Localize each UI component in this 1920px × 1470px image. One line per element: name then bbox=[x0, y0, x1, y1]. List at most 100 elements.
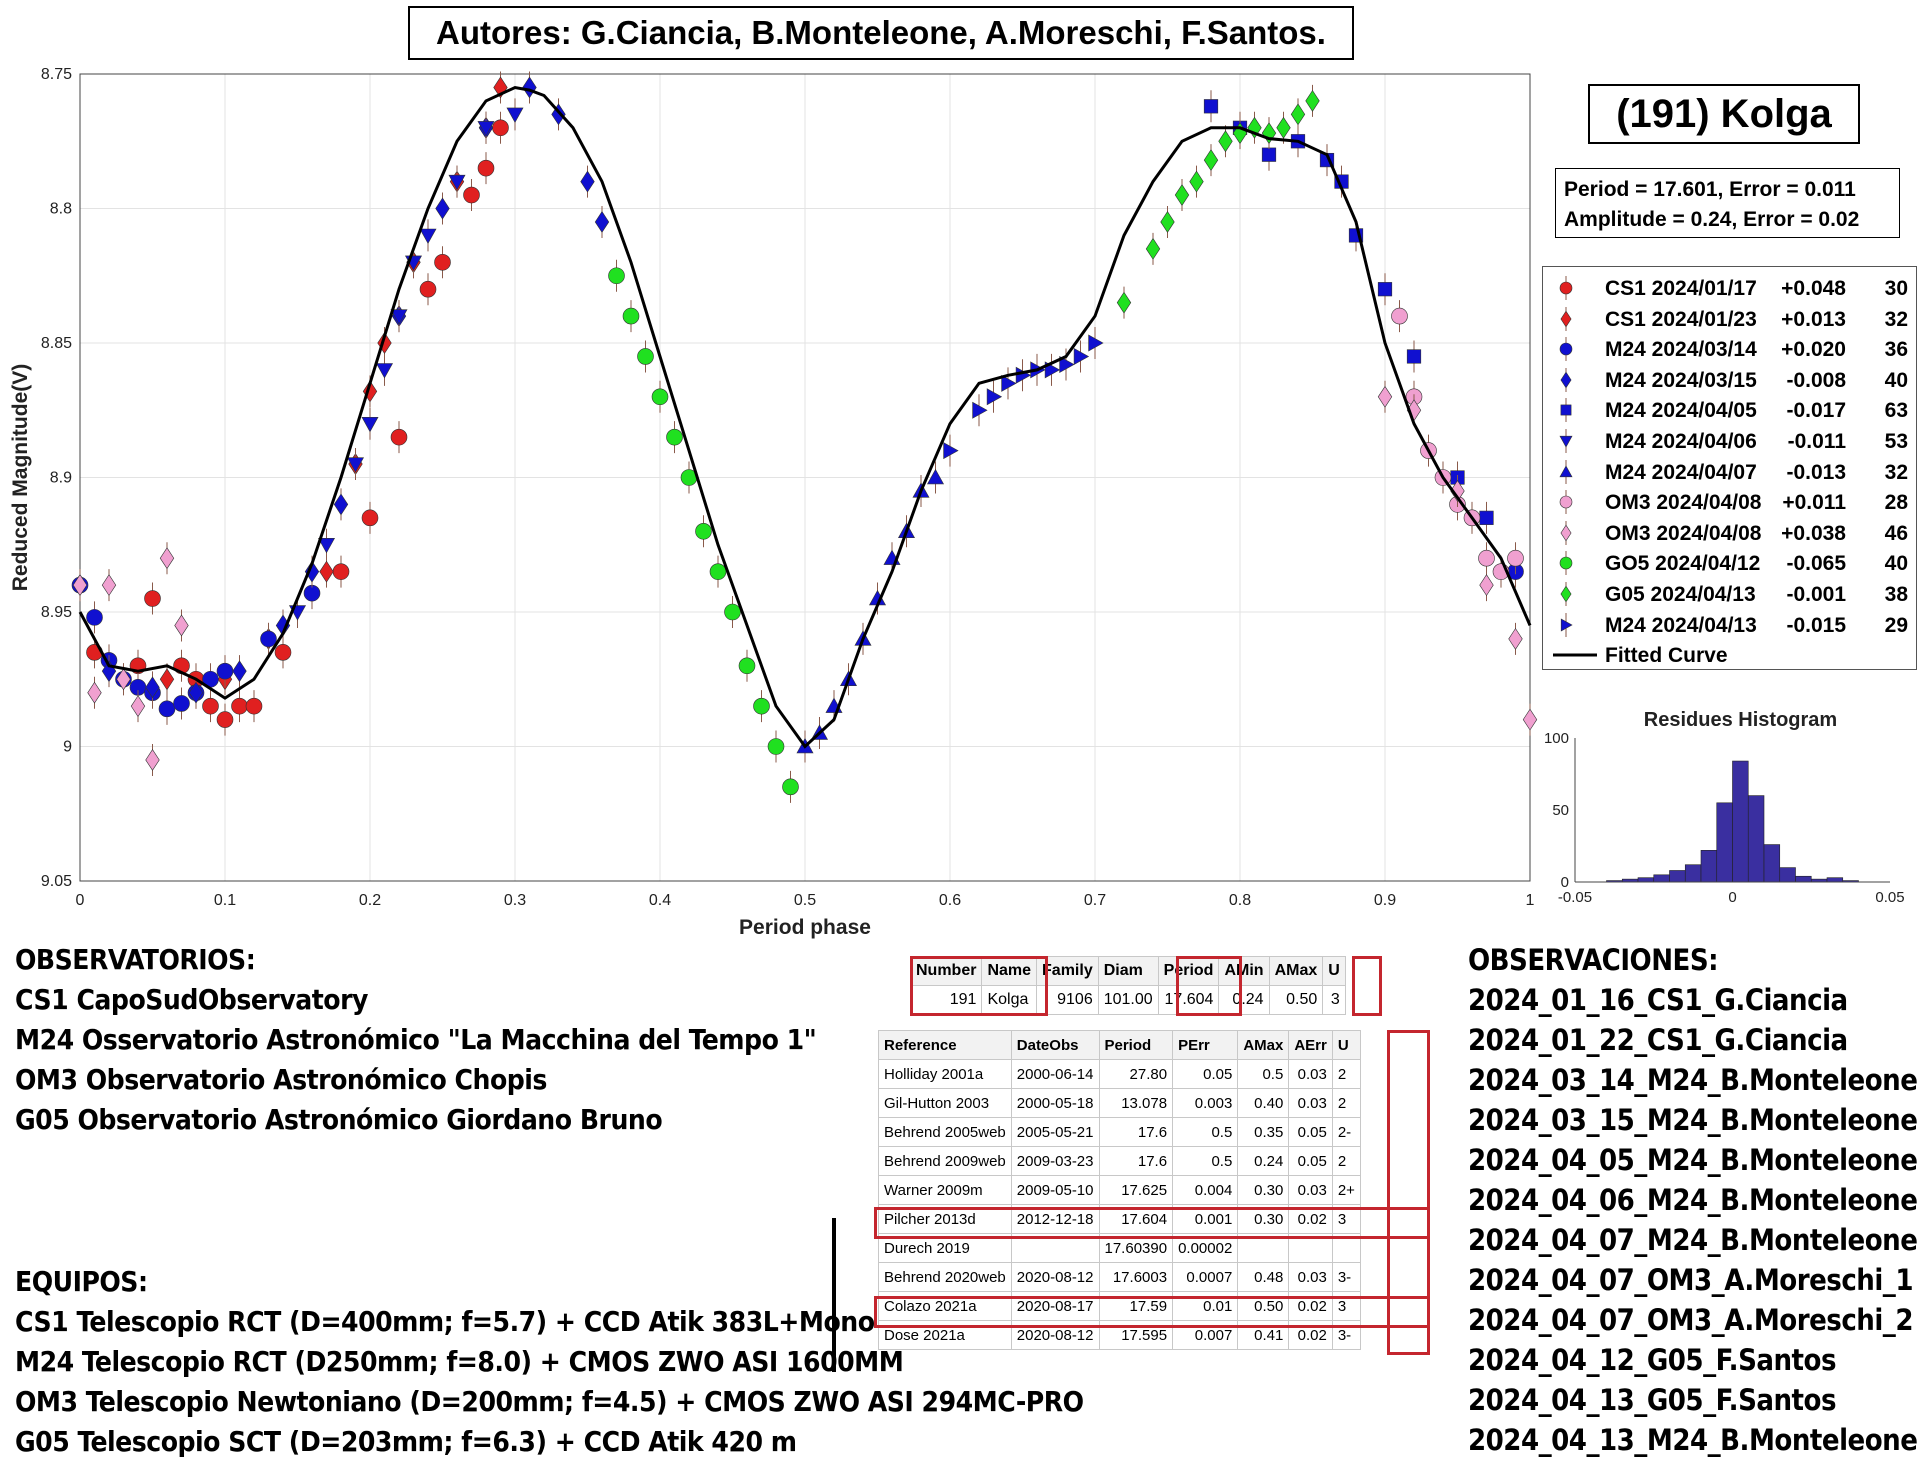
ref-cell: 17.6003 bbox=[1098, 1262, 1174, 1292]
observacion-line: 2024_04_13_M24_B.Monteleone bbox=[1468, 1423, 1918, 1457]
data-point bbox=[274, 644, 292, 661]
fit-period-line: Period = 17.601, Error = 0.011 bbox=[1564, 178, 1856, 201]
table-row: Durech 2019 17.60390 0.00002 bbox=[878, 1233, 1361, 1263]
data-point bbox=[101, 574, 117, 597]
hist-bar bbox=[1779, 867, 1796, 883]
ref-cell: 2005-05-21 bbox=[1010, 1117, 1100, 1147]
data-point bbox=[1522, 708, 1538, 731]
x-tick-label: 0.8 bbox=[1229, 892, 1251, 909]
ref-cell: 17.604 bbox=[1098, 1204, 1174, 1234]
ref-cell: 17.595 bbox=[1098, 1320, 1174, 1350]
observacion-line: 2024_04_07_OM3_A.Moreschi_1 bbox=[1468, 1263, 1914, 1297]
ref-cell bbox=[1288, 1233, 1333, 1263]
legend-entry: G05 2024/04/13 -0.001 38 bbox=[1543, 579, 1916, 609]
legend-label: M24 2024/04/13 bbox=[1605, 613, 1757, 637]
ref-header: PErr bbox=[1172, 1030, 1239, 1060]
data-point bbox=[245, 697, 263, 715]
ref-cell: 0.004 bbox=[1172, 1175, 1239, 1205]
legend-marker bbox=[1559, 495, 1573, 509]
ref-cell: 0.03 bbox=[1288, 1059, 1333, 1089]
summary-cell: 9106 bbox=[1036, 985, 1099, 1015]
x-tick-label: 0.4 bbox=[649, 892, 671, 909]
legend-count: 40 bbox=[1884, 552, 1908, 576]
summary-header: Number bbox=[909, 956, 983, 986]
plot-frame bbox=[79, 73, 1531, 882]
data-point bbox=[361, 416, 379, 433]
ref-cell: 27.80 bbox=[1098, 1059, 1174, 1089]
data-point bbox=[1203, 99, 1219, 114]
hist-y-tick: 100 bbox=[1544, 730, 1569, 747]
ref-cell: Behrend 2009web bbox=[878, 1146, 1012, 1176]
ref-cell: 0.03 bbox=[1288, 1088, 1333, 1118]
observacion-line: 2024_01_22_CS1_G.Ciancia bbox=[1468, 1023, 1848, 1057]
legend-marker bbox=[1560, 404, 1572, 416]
data-point bbox=[1073, 347, 1090, 365]
data-point bbox=[231, 697, 248, 715]
data-point bbox=[608, 267, 625, 285]
legend-swatch bbox=[1553, 653, 1597, 657]
legend-count: 40 bbox=[1884, 368, 1908, 392]
ref-cell: 2 bbox=[1331, 1146, 1361, 1176]
data-point bbox=[375, 363, 394, 379]
data-point bbox=[216, 711, 234, 728]
hist-bar bbox=[1653, 874, 1670, 883]
legend-label: M24 2024/04/07 bbox=[1605, 460, 1757, 484]
ref-header: DateObs bbox=[1010, 1030, 1100, 1060]
hist-title: Residues Histogram bbox=[1644, 709, 1837, 731]
legend-swatch bbox=[1560, 306, 1572, 331]
legend-swatch bbox=[1559, 551, 1573, 576]
main-chart: 0 0.1 0.2 0.3 0.4 0.5 0.6 0.7 0.8 0.9 1 8.75 8.8 8.85… bbox=[9, 66, 1905, 939]
data-point bbox=[333, 493, 349, 516]
ref-cell: 2009-05-10 bbox=[1010, 1175, 1100, 1205]
hist-bar bbox=[1684, 864, 1702, 883]
data-point bbox=[319, 560, 334, 583]
observacion-line: 2024_04_13_G05_F.Santos bbox=[1468, 1383, 1837, 1417]
ref-cell: 0.5 bbox=[1172, 1146, 1239, 1176]
highlight-box bbox=[1352, 956, 1382, 1016]
ref-cell: 0.01 bbox=[1172, 1291, 1239, 1321]
summary-cell: 0.24 bbox=[1218, 985, 1270, 1015]
ref-cell: 2- bbox=[1331, 1117, 1361, 1147]
data-point bbox=[666, 428, 683, 446]
data-point bbox=[724, 603, 741, 621]
summary-cell: Kolga bbox=[981, 985, 1038, 1015]
x-tick-label: 0.1 bbox=[214, 892, 236, 909]
x-tick-label: 0.6 bbox=[939, 892, 961, 909]
legend-count: 36 bbox=[1884, 338, 1908, 362]
legend-label: OM3 2024/04/08 bbox=[1605, 491, 1762, 515]
legend-count: 29 bbox=[1884, 613, 1908, 637]
legend-marker bbox=[1560, 618, 1573, 632]
object-title: (191) Kolga bbox=[1588, 84, 1860, 144]
ref-cell: 2 bbox=[1331, 1059, 1361, 1089]
legend-count: 53 bbox=[1884, 430, 1908, 453]
ref-cell: 2 bbox=[1331, 1088, 1361, 1118]
data-point bbox=[1189, 170, 1204, 193]
summary-cell: 101.00 bbox=[1097, 985, 1159, 1015]
authors-banner: Autores: G.Ciancia, B.Monteleone, A.More… bbox=[408, 6, 1354, 60]
legend-swatch bbox=[1560, 612, 1573, 637]
chart-legend: CS1 2024/01/17 +0.048 30 CS1 2024/01/23 +0.0… bbox=[1542, 266, 1917, 670]
ref-cell: 0.40 bbox=[1237, 1088, 1290, 1118]
legend-label: CS1 2024/01/23 bbox=[1605, 307, 1757, 331]
data-point bbox=[158, 700, 176, 718]
data-point bbox=[738, 657, 756, 675]
ref-header: Period bbox=[1098, 1030, 1174, 1060]
legend-marker bbox=[1559, 342, 1573, 356]
legend-marker bbox=[1559, 281, 1573, 295]
series-9 bbox=[608, 259, 799, 803]
ref-cell: 17.59 bbox=[1098, 1291, 1174, 1321]
legend-entry: CS1 2024/01/17 +0.048 30 bbox=[1543, 273, 1916, 303]
legend-offset: -0.015 bbox=[1786, 613, 1846, 637]
data-point bbox=[377, 332, 392, 354]
data-point bbox=[1479, 574, 1494, 597]
legend-swatch bbox=[1560, 582, 1572, 606]
data-point bbox=[434, 253, 451, 271]
y-tick-label: 8.75 bbox=[41, 66, 72, 83]
observatorios-block: OBSERVATORIOS: CS1 CapoSudObservatory M2… bbox=[15, 940, 817, 1140]
separator-line bbox=[832, 1218, 836, 1372]
data-point bbox=[116, 668, 131, 691]
ref-cell: 0.00002 bbox=[1172, 1233, 1239, 1263]
x-tick-label: 0.3 bbox=[504, 892, 526, 909]
data-point bbox=[506, 107, 524, 123]
y-tick-label: 9 bbox=[63, 739, 72, 756]
